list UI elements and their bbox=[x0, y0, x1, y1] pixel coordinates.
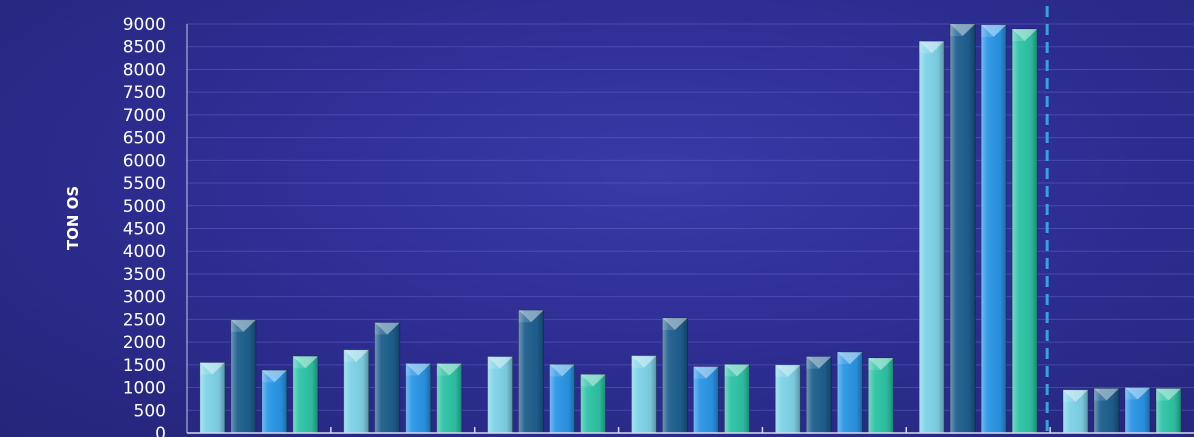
bar bbox=[724, 363, 750, 434]
bar bbox=[261, 369, 288, 434]
y-tick-label: 3500 bbox=[123, 265, 166, 285]
bar bbox=[230, 319, 257, 434]
y-tick-label: 2000 bbox=[123, 333, 166, 353]
bar bbox=[199, 362, 226, 434]
y-tick-label: 1000 bbox=[123, 379, 166, 399]
bar bbox=[774, 364, 801, 434]
y-tick-label: 500 bbox=[134, 401, 166, 421]
bar bbox=[867, 357, 894, 434]
y-tick-label: 6500 bbox=[123, 129, 166, 149]
bar bbox=[1155, 388, 1182, 434]
y-tick-label: 7000 bbox=[123, 106, 166, 126]
y-tick-label: 5500 bbox=[123, 174, 166, 194]
bar bbox=[662, 317, 688, 434]
bar bbox=[836, 351, 863, 434]
y-tick-label: 5000 bbox=[123, 197, 166, 217]
y-tick-label: 2500 bbox=[123, 310, 166, 330]
bar bbox=[805, 356, 832, 434]
bar bbox=[918, 40, 945, 434]
bar bbox=[1011, 28, 1038, 434]
bar bbox=[1093, 388, 1120, 434]
bar bbox=[518, 309, 545, 434]
y-tick-label: 7500 bbox=[123, 83, 166, 103]
bar bbox=[580, 373, 607, 434]
bar bbox=[949, 23, 976, 434]
bar bbox=[374, 322, 401, 434]
bar bbox=[693, 366, 719, 434]
y-tick-label: 4000 bbox=[123, 242, 166, 262]
bar bbox=[1124, 387, 1151, 434]
bar bbox=[343, 349, 370, 434]
bar bbox=[487, 356, 514, 434]
y-tick-label: 8000 bbox=[123, 60, 166, 80]
bar bbox=[436, 363, 463, 434]
y-tick-label: 3000 bbox=[123, 288, 166, 308]
y-tick-label: 0 bbox=[155, 424, 166, 437]
y-tick-label: 4500 bbox=[123, 220, 166, 240]
bar bbox=[631, 355, 657, 434]
y-axis-label: TON OS bbox=[64, 186, 82, 250]
y-tick-label: 8500 bbox=[123, 38, 166, 58]
bar bbox=[549, 363, 576, 434]
y-tick-label: 9000 bbox=[123, 15, 166, 35]
bar bbox=[405, 363, 432, 434]
y-tick-label: 1500 bbox=[123, 356, 166, 376]
bar bbox=[292, 355, 319, 434]
y-tick-label: 6000 bbox=[123, 151, 166, 171]
bar bbox=[1062, 389, 1089, 434]
bar bbox=[980, 24, 1007, 434]
